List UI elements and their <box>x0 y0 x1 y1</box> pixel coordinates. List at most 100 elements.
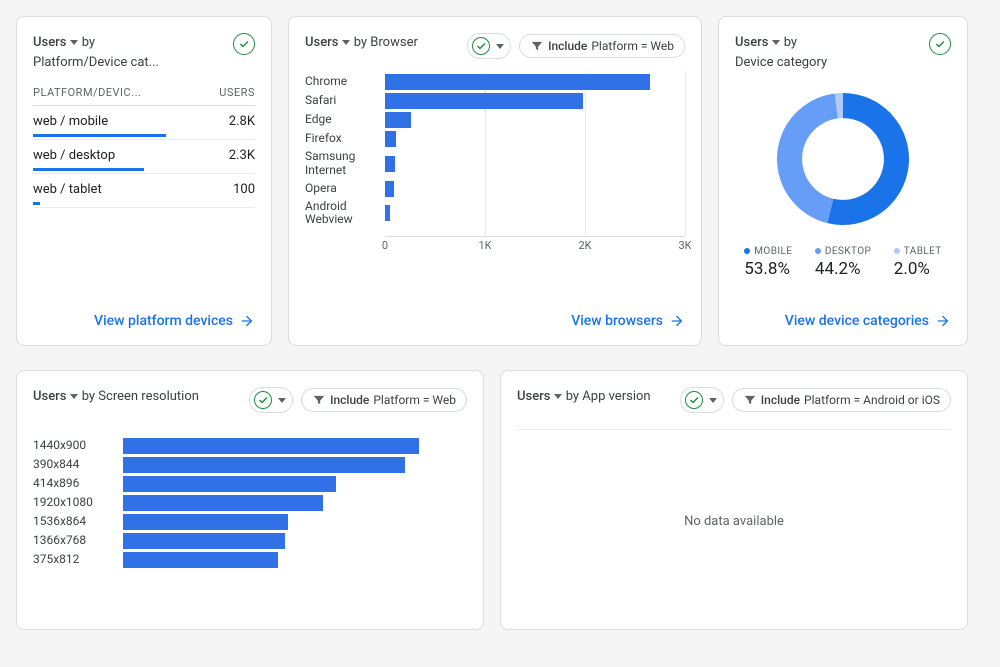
metric-dropdown[interactable]: Users <box>33 33 78 53</box>
bar-label: Samsung Internet <box>305 150 377 178</box>
filter-label: Include <box>330 393 369 407</box>
metric-dropdown[interactable]: Users <box>33 387 78 407</box>
bar-row: Samsung Internet <box>305 150 685 178</box>
bar-value <box>385 74 650 90</box>
row-label: web / mobile <box>33 114 108 129</box>
sparkline <box>33 202 40 205</box>
bar-value <box>123 495 323 511</box>
view-platform-devices-link[interactable]: View platform devices <box>94 313 255 329</box>
sparkline <box>33 168 144 171</box>
caret-down-icon <box>278 398 286 403</box>
metric-dropdown[interactable]: Users <box>735 33 780 53</box>
donut-slice[interactable] <box>777 93 838 223</box>
status-check-icon <box>472 37 490 55</box>
by-text: by Browser <box>354 35 418 50</box>
bar-value <box>385 112 411 128</box>
bar-value <box>123 533 285 549</box>
caret-down-icon <box>554 394 562 399</box>
status-dropdown[interactable] <box>467 33 511 59</box>
bar-row: 1920x1080 <box>33 495 467 511</box>
arrow-right-icon <box>935 313 951 329</box>
filter-chip[interactable]: Include Platform = Android or iOS <box>732 388 951 412</box>
bar-row: Android Webview <box>305 200 685 228</box>
metric-dropdown[interactable]: Users <box>305 33 350 53</box>
bar-row: Firefox <box>305 131 685 147</box>
bar-track <box>385 181 685 197</box>
bar-label: 1920x1080 <box>33 496 115 510</box>
table-row[interactable]: web / desktop2.3K <box>33 140 255 174</box>
arrow-right-icon <box>239 313 255 329</box>
status-check-icon <box>685 391 703 409</box>
bar-row: Chrome <box>305 74 685 90</box>
bar-row: 1366x768 <box>33 533 467 549</box>
filter-chip[interactable]: Include Platform = Web <box>519 34 685 58</box>
bar-label: 1366x768 <box>33 534 115 548</box>
card-platform-device: Users by Platform/Device cat... PLATFORM… <box>16 16 272 346</box>
bar-label: Safari <box>305 94 377 108</box>
bar-track <box>123 476 467 492</box>
bar-label: Opera <box>305 182 377 196</box>
col-dimension: PLATFORM/DEVIC... <box>33 86 141 99</box>
platform-table-body: web / mobile 2.8K web / desktop2.3Kweb / t… <box>33 106 255 208</box>
bar-row: 1440x900 <box>33 438 467 454</box>
status-dropdown[interactable] <box>249 387 293 413</box>
filter-icon <box>743 393 757 407</box>
metric-label: Users <box>33 387 66 407</box>
caret-down-icon <box>342 40 350 45</box>
bar-track <box>385 74 685 90</box>
bar-value <box>385 93 583 109</box>
axis-tick: 0 <box>382 239 388 252</box>
legend-dot <box>744 248 750 254</box>
metric-label: Users <box>517 387 550 407</box>
legend-item: TABLET2.0% <box>894 246 942 279</box>
axis-tick: 3K <box>678 239 691 252</box>
bar-track <box>123 438 467 454</box>
status-check-icon <box>254 391 272 409</box>
bar-track <box>123 514 467 530</box>
caret-down-icon <box>70 40 78 45</box>
row-value: 2.8K <box>229 114 255 129</box>
bar-value <box>123 457 405 473</box>
table-row[interactable]: web / tablet100 <box>33 174 255 208</box>
axis-tick: 1K <box>478 239 491 252</box>
dimension-label: Device category <box>735 55 921 70</box>
bar-track <box>123 457 467 473</box>
axis-row: 01K2K3K <box>305 230 685 250</box>
bar-label: 1440x900 <box>33 439 115 453</box>
legend-item: MOBILE53.8% <box>744 246 792 279</box>
caret-down-icon <box>496 44 504 49</box>
bar-label: 414x896 <box>33 477 115 491</box>
view-device-categories-link[interactable]: View device categories <box>785 313 951 329</box>
device-donut-chart <box>768 84 918 234</box>
bar-value <box>385 181 394 197</box>
bar-track <box>385 156 685 172</box>
row-label: web / desktop <box>33 148 115 163</box>
metric-label: Users <box>735 33 768 53</box>
bar-track <box>385 205 685 221</box>
metric-dropdown[interactable]: Users <box>517 387 562 407</box>
legend-value: 2.0% <box>894 259 942 279</box>
row-value: 100 <box>233 182 255 197</box>
bar-row: Safari <box>305 93 685 109</box>
status-check-icon[interactable] <box>929 33 951 55</box>
filter-text: Platform = Android or iOS <box>804 393 940 407</box>
bar-label: Firefox <box>305 132 377 146</box>
status-check-icon[interactable] <box>233 33 255 55</box>
view-browsers-link[interactable]: View browsers <box>571 313 685 329</box>
bar-track <box>123 533 467 549</box>
bar-label: 390x844 <box>33 458 115 472</box>
bar-track <box>123 495 467 511</box>
sparkline <box>33 134 166 137</box>
status-dropdown[interactable] <box>680 387 724 413</box>
card-app-version: Users by App version Include Platform = <box>500 370 968 630</box>
filter-chip[interactable]: Include Platform = Web <box>301 388 467 412</box>
table-row[interactable]: web / mobile 2.8K <box>33 106 255 140</box>
bar-label: 1536x864 <box>33 515 115 529</box>
bar-label: Edge <box>305 113 377 127</box>
bar-value <box>385 156 395 172</box>
bar-track <box>385 93 685 109</box>
legend-value: 53.8% <box>744 259 792 279</box>
filter-icon <box>530 39 544 53</box>
card-browser: Users by Browser Include Platform = Web <box>288 16 702 346</box>
legend-value: 44.2% <box>815 259 871 279</box>
